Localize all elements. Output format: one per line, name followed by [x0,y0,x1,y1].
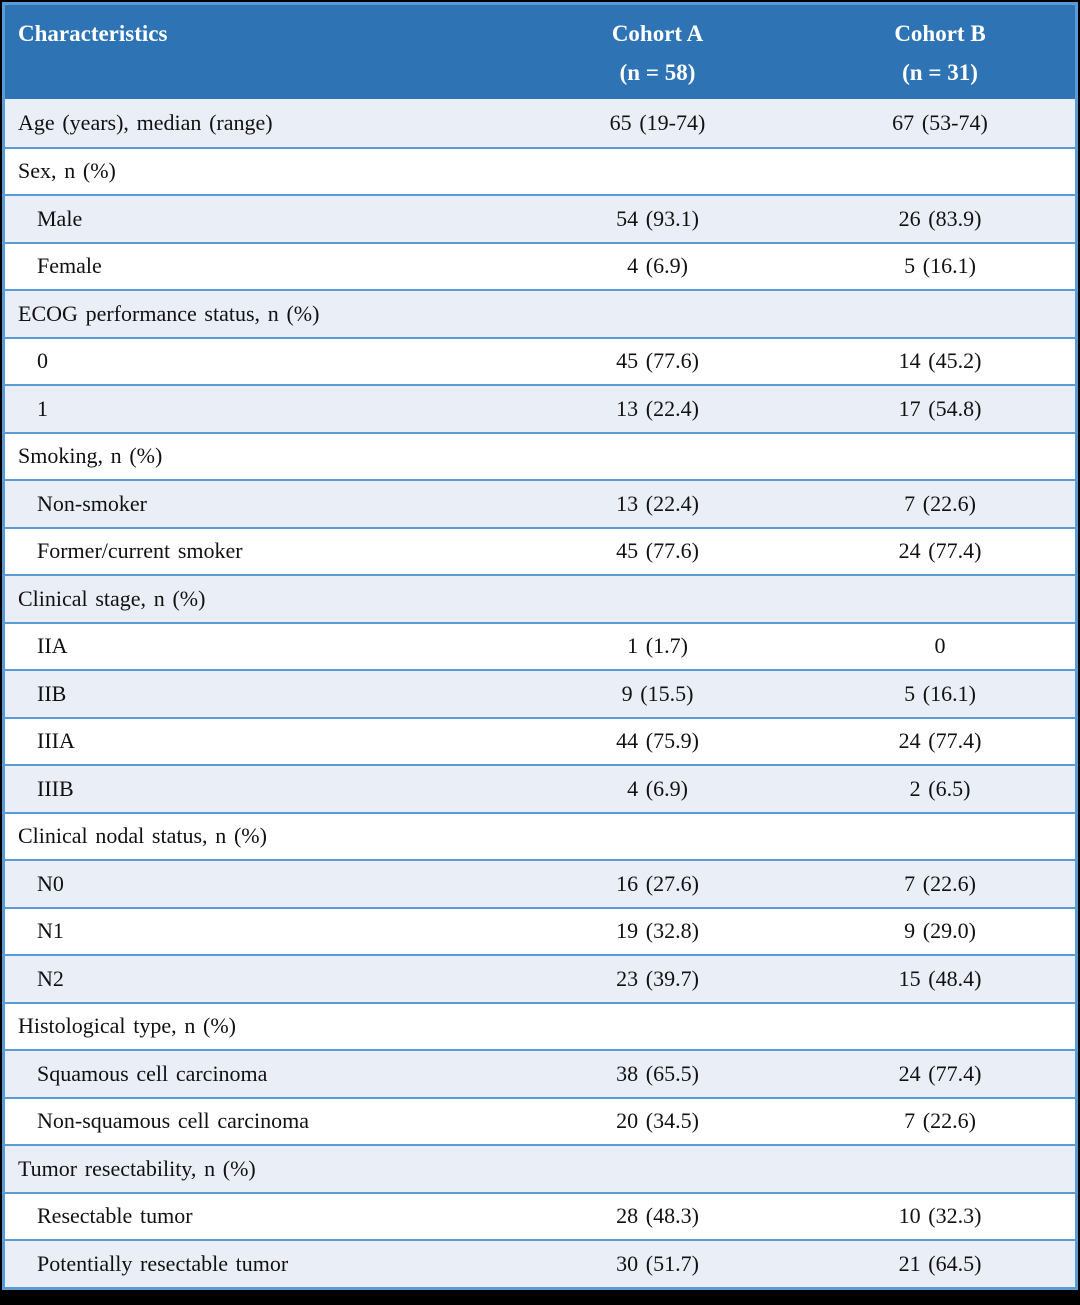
table-row: Squamous cell carcinoma 38 (65.5) 24 (77.4… [5,1049,1075,1097]
cohort-a-value: 9 (15.5) [621,680,694,706]
cohort-b-value: 15 (48.4) [898,965,982,991]
row-label: Tumor resectability, n (%) [18,1155,256,1181]
table-row: 0 45 (77.6) 14 (45.2) [5,336,1075,384]
cohort-b-value: 26 (83.9) [898,205,982,231]
table-row: Female 4 (6.9) 5 (16.1) [5,241,1075,289]
cohort-b-title: Cohort B [894,21,986,46]
table-row: Age (years), median (range) 65 (19-74) 67 … [5,99,1075,147]
table-row: N1 19 (32.8) 9 (29.0) [5,906,1075,954]
table-body: Age (years), median (range) 65 (19-74) 67 … [5,99,1075,1287]
row-label: N0 [37,870,64,896]
table-row: ECOG performance status, n (%) [5,289,1075,337]
cohort-a-value: 45 (77.6) [616,348,699,374]
cohort-a-value: 44 (75.9) [616,728,699,754]
cohort-a-value: 20 (34.5) [616,1108,699,1134]
header-characteristics-label: Characteristics [18,21,168,46]
cohort-b-n: (n = 31) [902,60,978,85]
table-row: Clinical nodal status, n (%) [5,811,1075,859]
table-row: Non-squamous cell carcinoma 20 (34.5) 7 (2… [5,1096,1075,1144]
row-label: IIA [37,633,68,659]
cohort-a-value: 4 (6.9) [627,253,688,279]
cohort-b-value: 7 (22.6) [904,870,976,896]
table-row: Tumor resectability, n (%) [5,1144,1075,1192]
cohort-a-value: 23 (39.7) [616,965,699,991]
cohort-a-value: 13 (22.4) [616,395,699,421]
table-row: N2 23 (39.7) 15 (48.4) [5,954,1075,1002]
header-cell-characteristics: Characteristics [5,5,510,99]
cohort-a-value: 4 (6.9) [627,775,688,801]
cohort-a-value: 30 (51.7) [616,1250,699,1276]
row-label: IIIB [37,775,74,801]
cohort-b-value: 2 (6.5) [909,775,971,801]
row-label: Male [37,205,83,231]
cohort-a-value: 19 (32.8) [616,918,699,944]
row-label: Clinical nodal status, n (%) [18,823,267,849]
cohort-b-value: 24 (77.4) [898,1060,982,1086]
row-label: N1 [37,918,64,944]
cohort-a-n: (n = 58) [619,60,696,85]
cohort-a-value: 16 (27.6) [616,870,699,896]
cohort-b-value: 7 (22.6) [904,490,976,516]
cohort-b-value: 7 (22.6) [904,1108,976,1134]
table-row: Non-smoker 13 (22.4) 7 (22.6) [5,479,1075,527]
row-label: Age (years), median (range) [18,109,273,135]
table-row: IIA 1 (1.7) 0 [5,621,1075,669]
cohort-a-value: 28 (48.3) [616,1203,699,1229]
cohort-b-value: 67 (53-74) [892,109,988,135]
table-row: Histological type, n (%) [5,1001,1075,1049]
cohort-b-value: 14 (45.2) [898,348,982,374]
cohort-b-value: 0 [934,633,946,659]
row-label: IIIA [37,728,75,754]
row-label: ECOG performance status, n (%) [18,300,320,326]
cohort-b-value: 10 (32.3) [898,1203,982,1229]
row-label: 0 [37,348,48,374]
row-label: Histological type, n (%) [18,1013,236,1039]
cohort-b-value: 9 (29.0) [904,918,976,944]
table-row: Resectable tumor 28 (48.3) 10 (32.3) [5,1191,1075,1239]
row-label: Sex, n (%) [18,158,116,184]
table-row: Potentially resectable tumor 30 (51.7) 21 … [5,1239,1075,1287]
cohort-b-value: 17 (54.8) [898,395,982,421]
row-label: Squamous cell carcinoma [37,1060,268,1086]
cohort-b-value: 5 (16.1) [904,680,976,706]
cohort-b-value: 24 (77.4) [898,728,982,754]
table-row: N0 16 (27.6) 7 (22.6) [5,859,1075,907]
row-label: Non-squamous cell carcinoma [37,1108,309,1134]
header-cell-cohort-b: Cohort B (n = 31) [805,5,1075,99]
cohort-a-value: 65 (19-74) [609,109,706,135]
cohort-a-value: 1 (1.7) [627,633,688,659]
cohort-b-value: 21 (64.5) [898,1250,982,1276]
table-row: 1 13 (22.4) 17 (54.8) [5,384,1075,432]
row-label: Potentially resectable tumor [37,1250,289,1276]
row-label: N2 [37,965,64,991]
table-header-row: Characteristics Cohort A (n = 58) Cohort… [5,5,1075,99]
row-label: Non-smoker [37,490,147,516]
table-row: Sex, n (%) [5,146,1075,194]
table-row: Former/current smoker 45 (77.6) 24 (77.4) [5,526,1075,574]
cohort-a-value: 54 (93.1) [616,205,699,231]
cohort-a-value: 38 (65.5) [616,1060,699,1086]
table-row: Clinical stage, n (%) [5,574,1075,622]
row-label: Former/current smoker [37,538,243,564]
table-row: Smoking, n (%) [5,431,1075,479]
table-row: IIIA 44 (75.9) 24 (77.4) [5,716,1075,764]
row-label: Female [37,253,102,279]
table-row: Male 54 (93.1) 26 (83.9) [5,194,1075,242]
row-label: 1 [37,395,48,421]
table-row: IIIB 4 (6.9) 2 (6.5) [5,764,1075,812]
cohort-a-value: 13 (22.4) [616,490,699,516]
cohort-b-value: 24 (77.4) [898,538,982,564]
row-label: Resectable tumor [37,1203,193,1229]
table-row: IIB 9 (15.5) 5 (16.1) [5,669,1075,717]
row-label: IIB [37,680,67,706]
header-cell-cohort-a: Cohort A (n = 58) [510,5,805,99]
cohort-a-value: 45 (77.6) [616,538,699,564]
cohort-b-value: 5 (16.1) [904,253,976,279]
row-label: Smoking, n (%) [18,443,163,469]
cohort-a-title: Cohort A [611,21,704,46]
row-label: Clinical stage, n (%) [18,585,206,611]
